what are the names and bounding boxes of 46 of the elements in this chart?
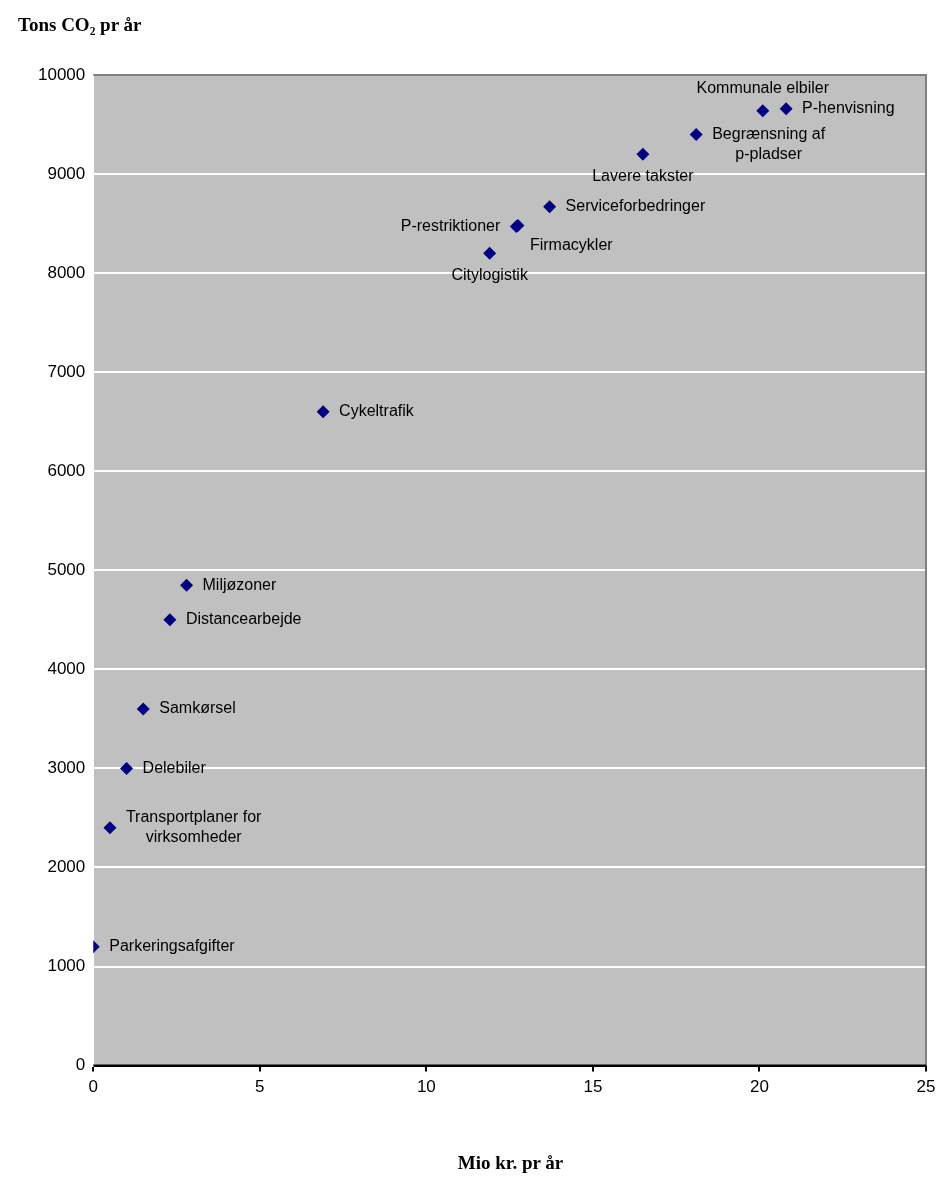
point (636, 147, 650, 161)
series-label: Cykeltrafik (339, 402, 415, 420)
point (779, 102, 793, 116)
y-tick-label: 8000 (47, 262, 86, 282)
series-label: Transportplaner for virksomheder (125, 808, 263, 846)
series-label: Parkeringsafgifter (109, 937, 236, 955)
x-tick-label: 5 (255, 1077, 265, 1097)
series-label: Begrænsning af p-pladser (712, 124, 826, 162)
series-label: Kommunale elbiler (696, 79, 830, 97)
y-tick-label: 0 (75, 1055, 86, 1075)
point (136, 702, 150, 716)
y-tick-label: 3000 (47, 758, 86, 778)
point (180, 578, 194, 592)
y-tick-label: 6000 (47, 460, 86, 480)
series-label: Citylogistik (451, 265, 529, 283)
series-label: Miljøzoner (202, 575, 277, 593)
point (163, 613, 177, 627)
point (316, 405, 330, 419)
point (756, 104, 770, 118)
y-tick-label: 1000 (47, 956, 86, 976)
point (103, 821, 117, 835)
y-tick-label: 9000 (47, 163, 86, 183)
y-axis-title: Tons CO₂ pr år (18, 14, 142, 36)
point (543, 200, 557, 214)
series-label: P-henvisning (802, 99, 895, 117)
series-label: Firmacykler (529, 235, 614, 253)
series-label: Samkørsel (159, 699, 236, 717)
y-tick-label: 4000 (47, 659, 86, 679)
x-tick-label: 20 (749, 1077, 769, 1097)
x-tick-label: 0 (88, 1077, 99, 1097)
x-axis-title: Mio kr. pr år (456, 1152, 565, 1174)
y-tick-label: 7000 (47, 361, 86, 381)
series-label: P-restriktioner (400, 216, 501, 234)
point (120, 761, 134, 775)
x-tick-label: 10 (416, 1077, 436, 1097)
point (689, 127, 703, 141)
y-tick-label: 2000 (47, 857, 86, 877)
series-label: Serviceforbedringer (565, 197, 706, 215)
x-tick-label: 15 (583, 1077, 603, 1097)
x-tick-label: 25 (916, 1077, 936, 1097)
y-tick-label: 10000 (37, 64, 86, 84)
series-label: Distancearbejde (185, 610, 302, 628)
point (483, 246, 497, 260)
y-tick-label: 5000 (47, 559, 86, 579)
series-label: Lavere takster (592, 166, 695, 184)
series-label: Delebiler (142, 758, 207, 776)
